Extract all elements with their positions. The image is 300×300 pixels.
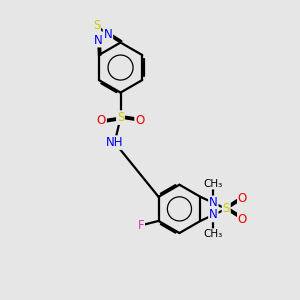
- Text: O: O: [135, 114, 144, 127]
- Text: CH₃: CH₃: [204, 179, 223, 189]
- Text: O: O: [238, 213, 247, 226]
- Text: N: N: [94, 34, 103, 46]
- Text: O: O: [238, 192, 247, 205]
- Text: NH: NH: [106, 136, 123, 149]
- Text: S: S: [223, 202, 230, 215]
- Text: S: S: [93, 19, 100, 32]
- Text: F: F: [138, 219, 144, 232]
- Text: N: N: [103, 28, 112, 41]
- Text: S: S: [117, 111, 124, 124]
- Text: N: N: [209, 208, 218, 221]
- Text: O: O: [97, 114, 106, 127]
- Text: CH₃: CH₃: [204, 229, 223, 239]
- Text: N: N: [209, 196, 218, 209]
